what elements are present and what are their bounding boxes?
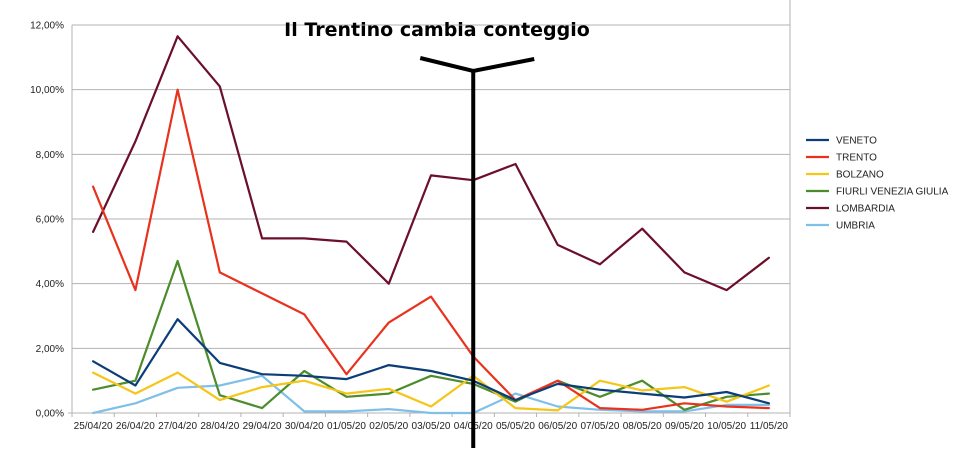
legend-label: LOMBARDIA: [836, 204, 895, 215]
x-tick-label: 08/05/20: [623, 421, 662, 432]
y-tick-label: 4,00%: [36, 279, 64, 290]
y-tick-label: 6,00%: [36, 215, 64, 226]
x-tick-label: 30/04/20: [285, 421, 324, 432]
series-line-trento: [91, 88, 771, 411]
x-tick-label: 03/05/20: [412, 421, 451, 432]
series-line-veneto: [91, 318, 771, 405]
x-tick-label: 02/05/20: [369, 421, 408, 432]
legend-label: FIURLI VENEZIA GIULIA: [836, 187, 949, 198]
legend: VENETO TRENTO BOLZANO FIURLI VENEZIA GIULIA…: [806, 136, 949, 232]
x-tick-label: 27/04/20: [158, 421, 197, 432]
y-tick-label: 0,00%: [36, 409, 64, 420]
y-tick-label: 2,00%: [36, 344, 64, 355]
legend-label: VENETO: [836, 136, 877, 147]
legend-label: BOLZANO: [836, 170, 884, 181]
annotation-text: Il Trentino cambia conteggio: [284, 19, 590, 41]
x-tick-label: 05/05/20: [496, 421, 535, 432]
series-lines: [91, 35, 771, 415]
x-tick-label: 25/04/20: [74, 421, 113, 432]
y-axis: 0,00% 2,00% 4,00% 6,00% 8,00% 10,00% 12,00%: [30, 21, 73, 420]
x-tick-label: 07/05/20: [580, 421, 619, 432]
x-tick-label: 26/04/20: [116, 421, 155, 432]
x-tick-label: 10/05/20: [707, 421, 746, 432]
x-tick-label: 09/05/20: [665, 421, 704, 432]
series-line-umbria: [91, 374, 771, 415]
annotation-marker-chevron: [419, 56, 535, 74]
legend-label: UMBRIA: [836, 221, 875, 232]
y-tick-label: 12,00%: [30, 21, 64, 32]
y-tick-label: 10,00%: [30, 85, 64, 96]
x-axis: 25/04/20 26/04/20 27/04/20 28/04/20 29/04/20…: [68, 412, 791, 432]
x-tick-label: 01/05/20: [327, 421, 366, 432]
x-tick-label: 06/05/20: [538, 421, 577, 432]
x-tick-label: 29/04/20: [243, 421, 282, 432]
legend-label: TRENTO: [836, 153, 877, 164]
annotation: Il Trentino cambia conteggio: [284, 19, 590, 448]
y-tick-label: 8,00%: [36, 150, 64, 161]
series-line-bolzano: [91, 371, 771, 412]
x-tick-label: 11/05/20: [750, 421, 789, 432]
series-line-lombardia: [91, 35, 771, 292]
x-tick-label: 28/04/20: [200, 421, 239, 432]
